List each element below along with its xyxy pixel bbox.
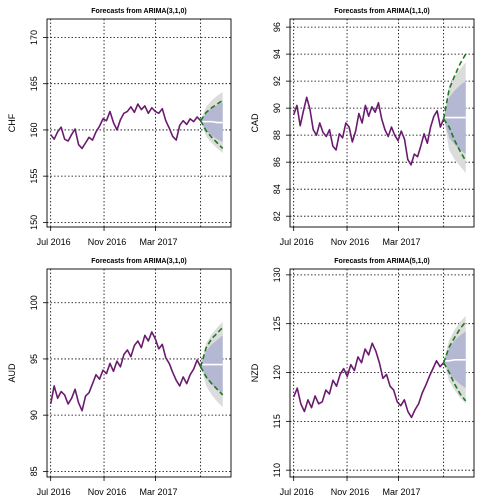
y-axis-label: NZD (250, 363, 260, 382)
x-tick-label: Nov 2016 (331, 237, 370, 247)
y-tick-label: 115 (272, 414, 282, 428)
dashed-interval-line (442, 53, 467, 120)
chart-panel-3: Forecasts from ARIMA(3,1,0) AUD 85 90 95 100 J… (7, 258, 232, 497)
x-tick-label: Nov 2016 (88, 237, 127, 247)
y-axis-label: CAD (250, 113, 260, 133)
dashed-interval-line (442, 362, 467, 402)
x-tick-label: Mar 2017 (140, 237, 178, 247)
x-tick-label: Nov 2016 (88, 487, 127, 497)
y-tick-label: 160 (29, 122, 39, 137)
y-tick-label: 88 (272, 130, 282, 140)
y-tick-label: 165 (29, 76, 39, 91)
y-tick-label: 170 (29, 30, 39, 45)
x-tick-label: Mar 2017 (140, 487, 178, 497)
dashed-interval-line (199, 99, 224, 122)
history-series-line (49, 331, 202, 412)
chart-panel-4: Forecasts from ARIMA(5,1,0) NZD 110 115 120 1… (250, 258, 475, 497)
y-tick-label: 90 (29, 410, 39, 420)
chart-title: Forecasts from ARIMA(1,1,0) (334, 8, 429, 15)
plot-frame (46, 18, 232, 228)
plot-frame (289, 268, 475, 478)
y-tick-label: 110 (272, 463, 282, 477)
y-tick-label: 85 (29, 466, 39, 476)
y-tick-label: 150 (29, 215, 39, 230)
chart-panel-1: Forecasts from ARIMA(3,1,0) CHF 150 155 160 1… (7, 8, 232, 247)
chart-panel-2: Forecasts from ARIMA(1,1,0) CAD 82 84 86 88 90… (250, 8, 475, 247)
dashed-interval-line (199, 120, 224, 149)
dashed-interval-line (199, 326, 224, 368)
y-tick-label: 86 (272, 157, 282, 167)
y-axis-label: CHF (7, 113, 17, 132)
x-tick-label: Jul 2016 (37, 487, 71, 497)
y-axis-label: AUD (7, 363, 17, 383)
history-series-line (50, 103, 202, 150)
dashed-interval-line (199, 366, 224, 396)
x-tick-label: Jul 2016 (37, 237, 71, 247)
x-tick-label: Jul 2016 (280, 487, 314, 497)
y-tick-label: 84 (272, 184, 282, 194)
forecast-mean-line (200, 120, 223, 124)
y-tick-label: 94 (272, 49, 282, 59)
y-tick-label: 82 (272, 211, 282, 221)
chart-title: Forecasts from ARIMA(3,1,0) (91, 8, 186, 15)
y-tick-label: 120 (272, 365, 282, 380)
x-tick-label: Jul 2016 (280, 237, 314, 247)
plot-frame (46, 268, 232, 478)
x-tick-label: Mar 2017 (383, 487, 421, 497)
dashed-interval-line (442, 118, 467, 162)
y-tick-label: 92 (272, 76, 282, 86)
y-tick-label: 100 (29, 295, 39, 310)
y-tick-label: 155 (29, 169, 39, 184)
forecast-mean-line (443, 359, 466, 362)
x-tick-label: Nov 2016 (331, 487, 370, 497)
x-tick-label: Mar 2017 (383, 237, 421, 247)
plot-frame (289, 18, 475, 228)
dashed-interval-line (442, 321, 467, 364)
history-series-line (292, 96, 445, 166)
chart-title: Forecasts from ARIMA(5,1,0) (334, 258, 429, 265)
history-series-line (292, 342, 445, 419)
y-tick-label: 95 (29, 354, 39, 364)
y-tick-label: 125 (272, 316, 282, 331)
chart-title: Forecasts from ARIMA(3,1,0) (91, 258, 186, 265)
y-tick-label: 130 (272, 267, 282, 282)
y-tick-label: 96 (272, 22, 282, 32)
y-tick-label: 90 (272, 103, 282, 113)
